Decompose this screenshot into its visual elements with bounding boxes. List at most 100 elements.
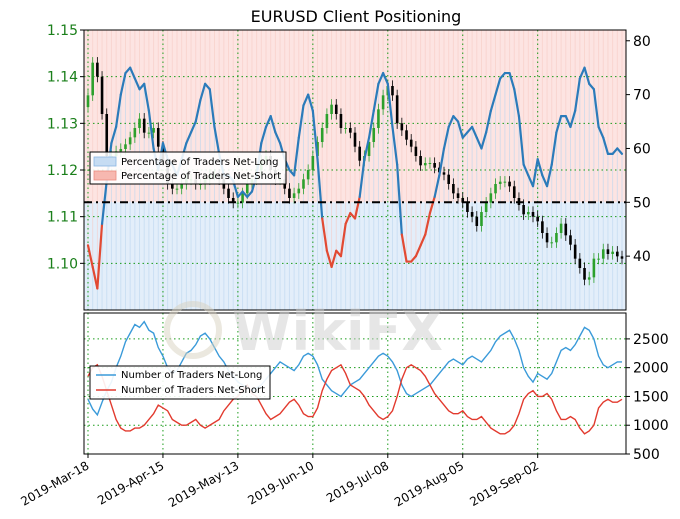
net-long-pct-segment: [541, 174, 549, 188]
top-legend: Percentage of Traders Net-Long Percentag…: [89, 151, 287, 185]
net-long-pct-segment: [419, 233, 427, 247]
price-candle-body: [550, 242, 554, 244]
price-candle-body: [564, 223, 568, 236]
legend-net-short-swatch: [93, 170, 117, 181]
price-candle-body: [311, 156, 315, 170]
price-candle-body: [494, 184, 497, 194]
net-long-pct-segment: [517, 115, 525, 166]
price-candle-body: [171, 184, 174, 189]
price-candle-body: [470, 212, 474, 217]
net-long-pct-segment: [522, 163, 530, 177]
net-long-pct-segment: [391, 125, 399, 166]
net-long-pct-segment: [583, 66, 591, 85]
date-tick-label: 2019-Mar-18: [18, 458, 91, 508]
price-candle-body: [330, 104, 333, 114]
net-long-pct-segment: [494, 77, 502, 96]
price-candle-body: [456, 193, 460, 198]
net-long-pct-segment: [400, 233, 408, 263]
net-long-pct-segment: [115, 93, 122, 129]
net-long-pct-segment: [274, 131, 282, 145]
date-tick-label: 2019-Jun-10: [245, 458, 316, 507]
net-long-pct-segment: [447, 115, 455, 129]
net-long-pct-segment: [353, 195, 361, 220]
price-tick-label: 1.13: [47, 116, 78, 132]
price-tick-label: 1.10: [47, 256, 78, 272]
price-candle-body: [367, 142, 371, 156]
net-long-pct-segment: [293, 136, 300, 177]
price-candle-body: [133, 128, 137, 138]
price-candle-body: [377, 109, 380, 128]
net-long-pct-segment: [96, 222, 104, 290]
price-candle-body: [475, 216, 479, 226]
bottom-panel: 500 1000 1500 2000 2500 Number of Traders Ne…: [83, 312, 669, 463]
net-long-pct-segment: [246, 190, 254, 199]
net-long-pct-segment: [456, 120, 464, 139]
price-candle-body: [306, 170, 310, 180]
net-long-pct-segment: [372, 82, 380, 112]
price-candle-body: [381, 95, 385, 110]
price-candle-body: [344, 128, 347, 129]
chart-title: EURUSD Client Positioning: [251, 7, 462, 26]
price-candle-body: [531, 212, 535, 217]
price-candle-body: [601, 249, 605, 259]
net-long-pct-segment: [213, 125, 221, 155]
price-candle-body: [414, 146, 418, 156]
price-candle-body: [142, 118, 146, 133]
price-candle-body: [606, 249, 610, 254]
price-candle-body: [147, 132, 151, 134]
net-long-pct-segment: [555, 115, 563, 134]
legend-net-long-label: Percentage of Traders Net-Long: [121, 157, 279, 168]
net-long-pct-segment: [264, 115, 272, 129]
price-candle-body: [527, 212, 530, 215]
net-long-pct-segment: [344, 211, 352, 225]
price-candle-body: [302, 179, 305, 189]
price-candle-body: [597, 258, 600, 260]
price-candle-body: [241, 193, 244, 203]
net-long-pct-segment: [363, 136, 371, 161]
price-candle-body: [227, 188, 230, 198]
net-short-count-line: [87, 363, 623, 435]
price-candle-body: [559, 223, 563, 233]
net-long-pct-segment: [471, 125, 478, 139]
price-candle-body: [423, 163, 427, 166]
net-long-pct-segment: [307, 93, 314, 112]
net-long-pct-segment: [321, 217, 328, 252]
percent-tick-label: 80: [633, 34, 651, 50]
price-candle-body: [611, 251, 614, 254]
date-tick-label: 2019-Aug-05: [392, 458, 466, 509]
percent-tick-label: 70: [633, 88, 651, 104]
top-legend-box: [89, 151, 287, 185]
net-long-pct-segment: [110, 125, 118, 145]
price-candle-body: [569, 235, 572, 245]
price-candle-body: [349, 128, 352, 133]
net-long-pct-segment: [564, 115, 572, 129]
price-candle-body: [96, 62, 99, 77]
net-long-pct-segment: [325, 249, 333, 269]
net-long-pct-segment: [475, 136, 483, 150]
date-tick-label: 2019-Apr-15: [95, 458, 166, 507]
price-candle-body: [100, 76, 104, 114]
net-long-pct-segment: [358, 158, 366, 199]
net-long-pct-segment: [442, 125, 450, 150]
net-long-pct-segment: [86, 244, 94, 269]
price-candle-body: [358, 146, 361, 161]
net-long-pct-segment: [236, 190, 244, 199]
price-candle-body: [545, 233, 549, 243]
price-candle-body: [156, 128, 160, 147]
price-candle-body: [339, 114, 343, 128]
price-candle-body: [461, 198, 465, 203]
price-candle-body: [503, 181, 507, 183]
net-long-pct-segment: [438, 147, 446, 177]
count-tick-label: 1000: [633, 418, 669, 434]
price-candle-body: [616, 251, 619, 257]
price-candle-body: [245, 184, 249, 194]
price-candle-body: [466, 202, 469, 212]
net-long-pct-segment: [241, 190, 249, 199]
net-long-pct-segment: [513, 88, 521, 118]
price-candle-body: [138, 118, 141, 128]
net-long-pct-segment: [461, 131, 469, 139]
net-long-pct-segment: [330, 249, 338, 269]
net-long-pct-segment: [424, 211, 432, 236]
net-long-pct-segment: [367, 109, 375, 139]
price-tick-label: 1.14: [47, 70, 78, 86]
